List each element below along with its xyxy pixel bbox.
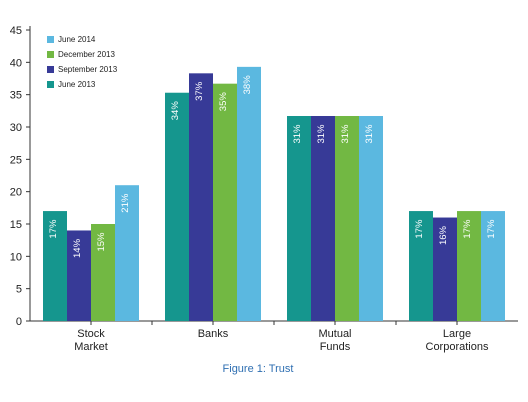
y-tick-label: 5: [16, 284, 22, 296]
y-tick-label: 25: [10, 154, 22, 166]
bar-data-label: 35%: [218, 92, 229, 112]
legend-swatch: [47, 66, 54, 73]
bar-data-label: 37%: [194, 81, 205, 101]
bar: [237, 66, 261, 321]
x-tick-label: Market: [74, 341, 108, 353]
bar-data-label: 34%: [170, 101, 181, 121]
y-tick-label: 0: [16, 316, 22, 328]
bar-data-label: 31%: [364, 124, 375, 144]
legend-swatch: [47, 51, 54, 58]
bar-data-label: 15%: [96, 232, 107, 252]
bar: [67, 230, 91, 321]
bar: [287, 116, 311, 321]
bars: [43, 66, 505, 322]
bar-data-label: 21%: [120, 193, 131, 213]
legend-label: June 2013: [58, 80, 96, 89]
y-tick-label: 40: [10, 57, 22, 69]
bar: [481, 211, 505, 321]
y-tick-label: 45: [10, 25, 22, 37]
bar-data-label: 31%: [316, 124, 327, 144]
y-tick-label: 20: [10, 187, 22, 199]
x-tick-label: Mutual: [318, 328, 351, 340]
x-tick-label: Large: [443, 328, 471, 340]
x-tick-label: Funds: [320, 341, 351, 353]
bar: [335, 116, 359, 321]
bar-data-label: 38%: [242, 75, 253, 95]
bar-data-label: 17%: [486, 219, 497, 239]
bar-data-label: 31%: [340, 124, 351, 144]
y-tick-label: 15: [10, 219, 22, 231]
legend-label: September 2013: [58, 65, 118, 74]
bar-data-label: 16%: [438, 225, 449, 245]
legend-label: December 2013: [58, 50, 115, 59]
bar: [311, 116, 335, 321]
bar: [189, 73, 213, 322]
bar: [359, 116, 383, 321]
y-tick-label: 35: [10, 90, 22, 102]
bar: [213, 83, 237, 321]
bar: [433, 217, 457, 321]
bar: [115, 185, 139, 321]
bar-data-label: 14%: [72, 238, 83, 258]
bar-labels: 17% 14% 15% 21% 34% 37% 35% 38% 31% 31% 31% 31% 17% 1…: [48, 75, 497, 258]
figure-caption: Figure 1: Trust: [223, 363, 294, 375]
x-tick-label: Stock: [77, 328, 105, 340]
bar: [165, 92, 189, 321]
bar-data-label: 17%: [462, 219, 473, 239]
y-tick-label: 10: [10, 251, 22, 263]
bar: [91, 224, 115, 321]
legend-label: June 2014: [58, 35, 96, 44]
legend-swatch: [47, 36, 54, 43]
bar: [409, 211, 433, 321]
y-tick-label: 30: [10, 122, 22, 134]
bar: [457, 211, 481, 321]
bar: [43, 211, 67, 321]
bar-data-label: 17%: [414, 219, 425, 239]
bar-data-label: 31%: [292, 124, 303, 144]
x-tick-label: Corporations: [426, 341, 489, 353]
bar-data-label: 17%: [48, 219, 59, 239]
legend-swatch: [47, 81, 54, 88]
x-tick-label: Banks: [198, 328, 229, 340]
legend: June 2014 December 2013 September 2013 June…: [47, 35, 118, 89]
